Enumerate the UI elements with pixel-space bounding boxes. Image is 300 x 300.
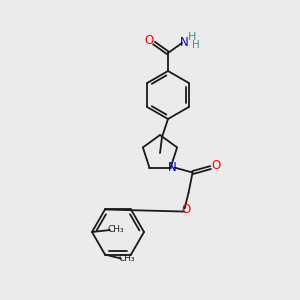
Text: N: N (180, 35, 188, 49)
Text: N: N (168, 161, 177, 174)
Text: O: O (181, 203, 190, 216)
Text: CH₃: CH₃ (119, 254, 135, 263)
Text: O: O (211, 159, 220, 172)
Text: CH₃: CH₃ (108, 226, 124, 235)
Text: O: O (144, 34, 154, 47)
Text: H: H (192, 40, 200, 50)
Text: H: H (188, 32, 196, 42)
